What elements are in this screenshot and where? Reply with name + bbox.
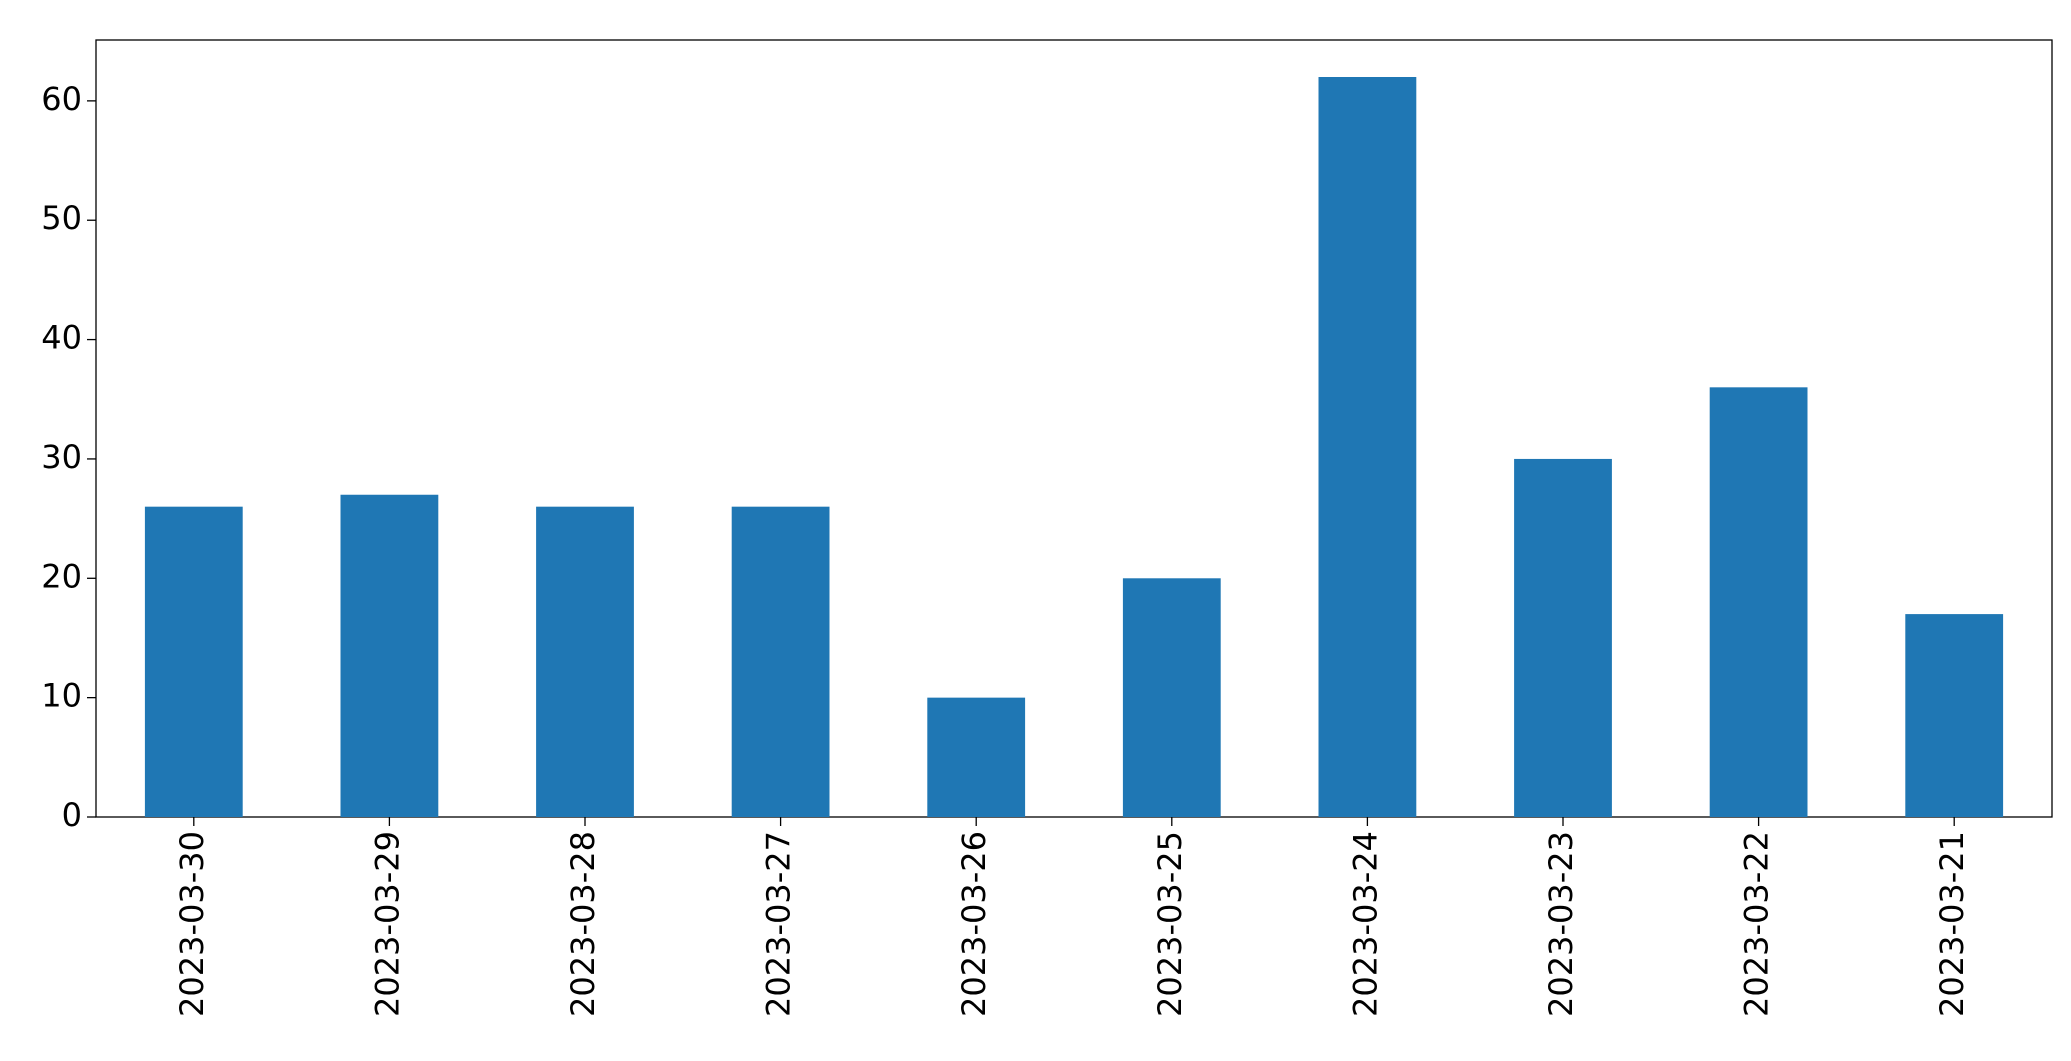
bar xyxy=(1905,614,2004,817)
y-tick-label: 30 xyxy=(41,438,82,476)
x-tick-label: 2023-03-27 xyxy=(760,831,798,1017)
y-tick-label: 0 xyxy=(62,796,82,834)
y-tick-label: 40 xyxy=(41,319,82,357)
y-tick-label: 60 xyxy=(41,80,82,118)
x-tick-label: 2023-03-28 xyxy=(564,831,602,1017)
bar xyxy=(1318,77,1417,817)
x-tick-label: 2023-03-26 xyxy=(955,831,993,1017)
y-tick-label: 20 xyxy=(41,557,82,595)
x-tick-label: 2023-03-24 xyxy=(1346,831,1384,1017)
bar xyxy=(536,506,634,817)
y-tick-label: 10 xyxy=(41,677,82,715)
x-tick-label: 2023-03-21 xyxy=(1933,831,1971,1017)
y-tick-label: 50 xyxy=(41,199,82,237)
plot-frame xyxy=(95,39,2053,818)
bar xyxy=(1709,387,1808,817)
x-tick-label: 2023-03-25 xyxy=(1151,831,1189,1017)
bar xyxy=(144,506,243,817)
bar xyxy=(731,506,830,817)
bar xyxy=(1122,578,1221,817)
x-tick-label: 2023-03-23 xyxy=(1542,831,1580,1017)
x-tick-label: 2023-03-22 xyxy=(1738,831,1776,1017)
x-tick-label: 2023-03-30 xyxy=(173,831,211,1017)
bar xyxy=(340,494,439,817)
bar xyxy=(927,697,1026,817)
x-tick-label: 2023-03-29 xyxy=(368,831,406,1017)
bar xyxy=(1514,458,1612,817)
